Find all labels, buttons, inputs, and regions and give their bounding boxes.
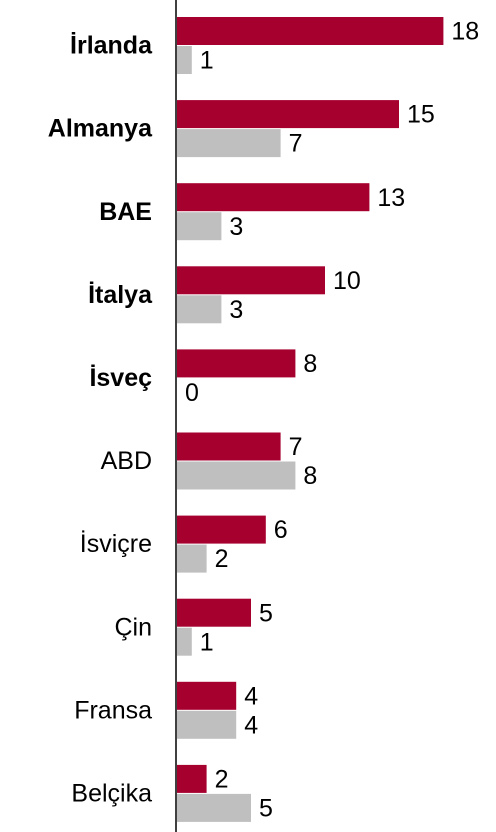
bar xyxy=(177,793,251,822)
value-label: 0 xyxy=(185,379,199,407)
bar xyxy=(177,681,237,710)
bar xyxy=(177,183,370,212)
value-label: 2 xyxy=(215,545,229,573)
bar xyxy=(177,100,399,129)
bar xyxy=(177,266,325,295)
value-label: 18 xyxy=(451,18,479,46)
value-label: 8 xyxy=(303,462,317,490)
category-label: ABD xyxy=(101,447,152,475)
bar xyxy=(177,461,296,490)
category-label: Çin xyxy=(114,613,152,641)
bar xyxy=(177,627,192,656)
bar xyxy=(177,349,296,378)
value-label: 3 xyxy=(229,296,243,324)
value-label: 5 xyxy=(259,795,273,823)
bar xyxy=(177,544,207,573)
value-label: 4 xyxy=(244,682,258,710)
bar xyxy=(177,46,192,74)
value-label: 1 xyxy=(200,628,214,656)
category-label: BAE xyxy=(99,198,152,226)
value-label: 8 xyxy=(303,350,317,378)
bar xyxy=(177,212,222,241)
value-label: 3 xyxy=(229,213,243,241)
bar xyxy=(177,295,222,324)
bar xyxy=(177,17,444,45)
category-label: Fransa xyxy=(74,696,152,724)
value-label: 15 xyxy=(407,101,435,129)
category-label: İsveç xyxy=(89,364,152,392)
value-label: 2 xyxy=(215,766,229,794)
value-label: 4 xyxy=(244,711,258,739)
bar xyxy=(177,764,207,793)
value-label: 13 xyxy=(377,184,405,212)
value-label: 7 xyxy=(289,433,303,461)
category-label: Belçika xyxy=(71,780,152,808)
category-label: İtalya xyxy=(88,281,153,309)
category-label: Almanya xyxy=(48,115,153,143)
bar xyxy=(177,710,237,739)
bar xyxy=(177,129,281,158)
value-label: 6 xyxy=(274,516,288,544)
category-label: İrlanda xyxy=(70,32,153,60)
value-label: 10 xyxy=(333,267,361,295)
bar xyxy=(177,432,281,461)
category-label: İsviçre xyxy=(80,529,152,558)
bar xyxy=(177,598,251,627)
value-label: 7 xyxy=(289,130,303,158)
value-label: 5 xyxy=(259,599,273,627)
value-label: 1 xyxy=(200,47,214,75)
bar xyxy=(177,515,266,544)
